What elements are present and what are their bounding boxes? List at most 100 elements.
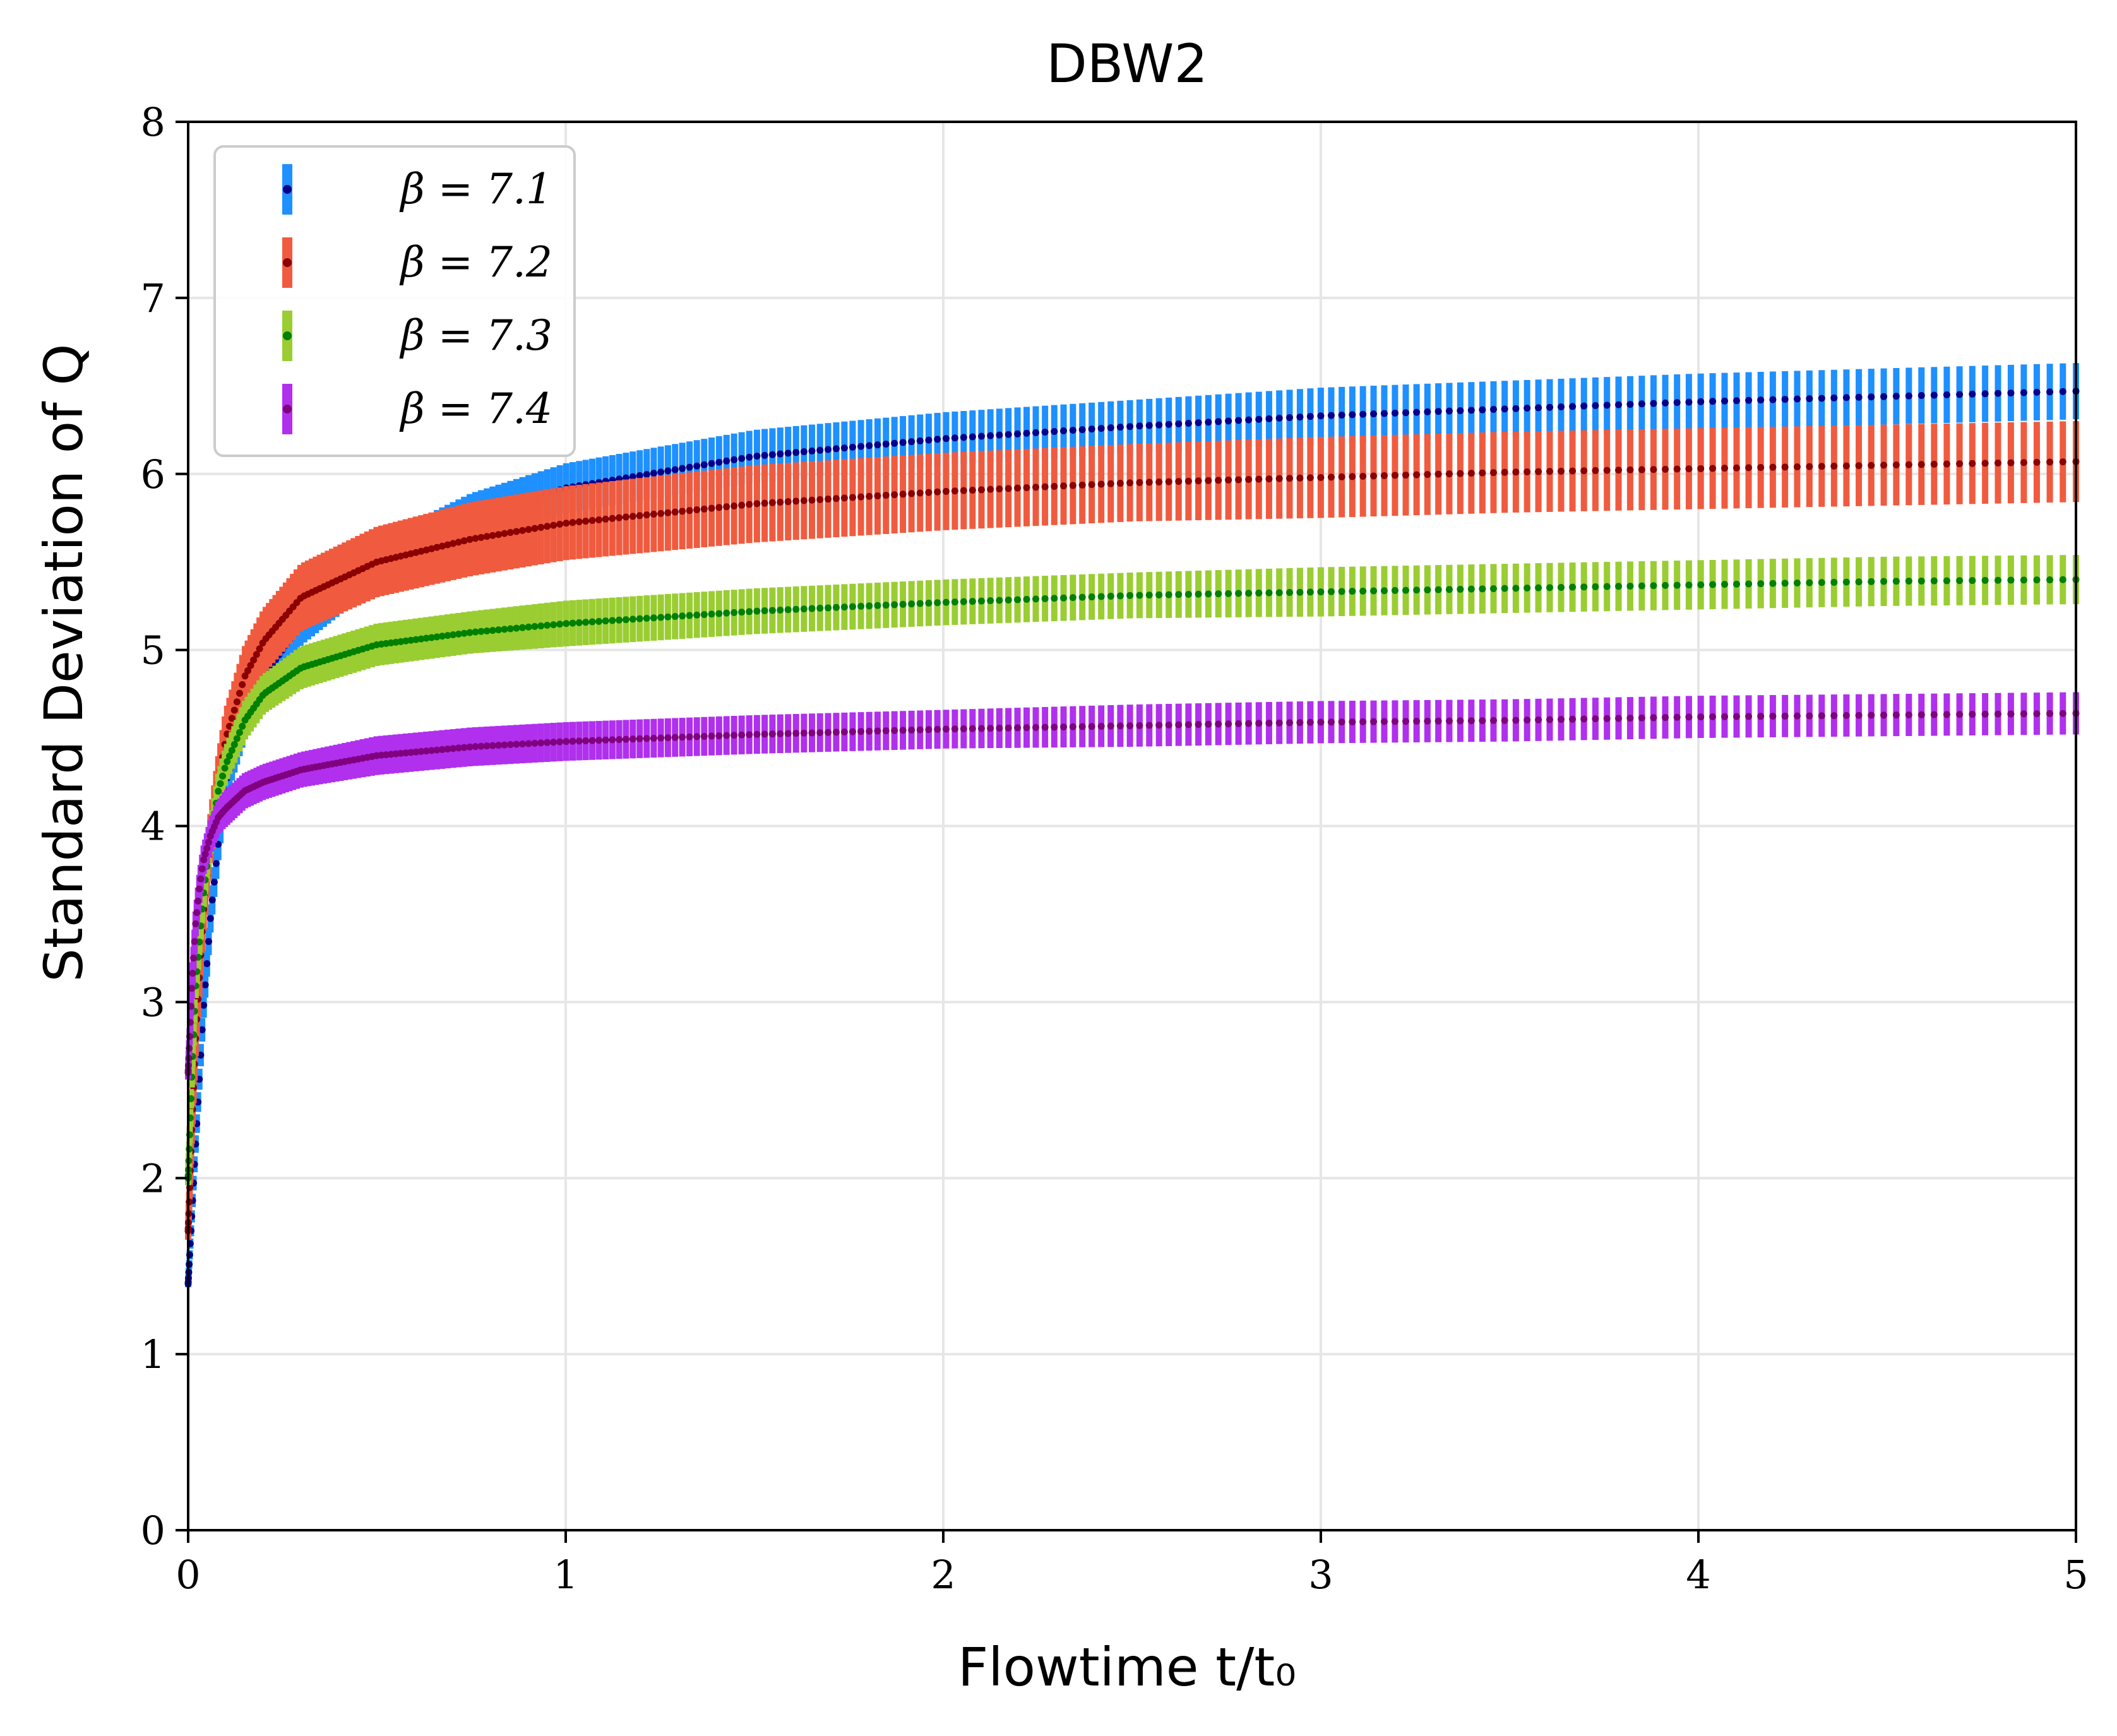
data-point [1956,577,1964,585]
data-point [455,744,462,752]
data-point [1524,585,1531,592]
data-point [857,443,865,450]
data-point [616,735,623,743]
data-point [188,985,196,992]
data-point [657,734,665,742]
data-point [1569,583,1577,591]
data-point [1175,478,1183,485]
data-point [2059,458,2066,466]
data-point [501,626,508,633]
data-point [1569,467,1577,475]
data-point [664,613,672,621]
data-point [1868,578,1875,585]
data-point [800,497,808,504]
data-point [595,617,603,625]
data-point [1317,412,1325,420]
data-point [1255,415,1263,423]
data-point [792,449,800,456]
data-point [960,434,967,441]
data-point [1880,711,1888,719]
data-point [1806,463,1813,470]
data-point [1195,590,1202,598]
data-point [629,513,636,520]
data-point [1145,479,1153,486]
data-point [1806,395,1813,402]
data-point [501,741,508,749]
data-point [1745,396,1753,404]
data-point [483,627,491,634]
data-point [1225,720,1232,728]
data-point [1685,465,1693,473]
data-point [857,602,865,610]
data-point [1880,578,1888,585]
data-point [1370,410,1378,418]
data-point [1413,718,1421,725]
data-point [784,449,792,457]
data-point [1842,462,1850,470]
data-point [1005,485,1012,492]
data-point [664,509,672,516]
data-point [460,629,468,637]
data-point [792,605,800,613]
data-point [1457,585,1464,593]
data-point [1245,416,1253,424]
data-point [768,451,776,458]
data-point [466,629,474,636]
data-point [428,545,436,552]
data-point [1014,484,1022,492]
data-point [1697,581,1705,588]
data-point [657,468,665,476]
data-point [1286,413,1294,421]
data-point [1457,407,1464,414]
data-point [671,734,679,741]
data-point [2033,458,2041,466]
data-point [808,605,816,612]
data-point [996,724,1003,732]
data-point [412,748,420,756]
data-point [1615,715,1623,722]
data-point [1868,393,1875,401]
data-point [1286,719,1294,727]
data-point [1014,724,1022,732]
data-point [1069,482,1076,489]
data-point [1380,410,1388,417]
data-point [1981,710,1989,718]
x-tick-label: 0 [176,1552,200,1598]
data-point [942,487,950,495]
data-point [1709,581,1717,588]
data-point [1413,586,1421,594]
data-point [808,447,816,455]
data-point [960,725,967,733]
data-point [1116,722,1124,730]
data-point [1116,424,1124,431]
data-point [1501,716,1508,724]
data-point [1524,405,1531,412]
data-point [575,518,583,526]
data-point [2020,710,2027,718]
data-point [2059,710,2066,717]
data-point [891,439,898,447]
series-3 [184,555,2080,1186]
data-point [1225,417,1232,425]
data-point [253,651,260,658]
data-point [1557,467,1565,475]
data-point [2033,710,2041,718]
data-point [194,897,202,905]
data-point [495,742,503,749]
data-point [1126,423,1134,431]
data-point [1769,463,1777,471]
data-point [1402,472,1410,479]
data-point [866,602,873,610]
data-point [1296,413,1304,421]
data-point [1060,594,1068,602]
legend-swatch-marker [283,405,292,413]
data-point [1818,712,1825,720]
data-point [1445,586,1453,593]
data-point [236,689,243,697]
data-point [1673,713,1681,721]
data-point [1546,584,1553,592]
data-point [708,504,715,512]
data-point [244,667,251,675]
data-point [1685,581,1693,589]
data-point [1930,391,1938,399]
